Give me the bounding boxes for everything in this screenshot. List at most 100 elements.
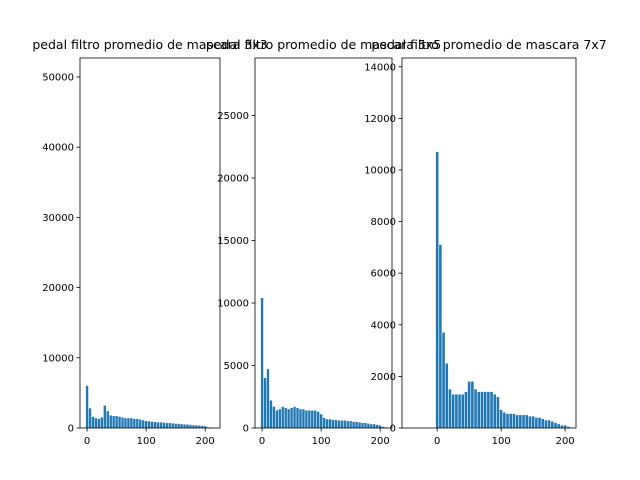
y-tick-label: 6000 <box>371 269 396 280</box>
bar <box>435 151 439 428</box>
bar <box>130 418 133 428</box>
bar <box>361 423 364 428</box>
bar <box>346 421 349 428</box>
bar <box>115 416 118 428</box>
axes-frame <box>79 57 221 429</box>
bar <box>150 421 154 428</box>
bar <box>493 394 497 428</box>
bar <box>471 381 474 428</box>
y-tick-label: 0 <box>390 424 396 435</box>
x-tick-label: 0 <box>259 436 265 447</box>
bar <box>538 417 541 428</box>
bar <box>109 415 112 428</box>
bar <box>162 422 166 428</box>
bar <box>503 412 506 428</box>
bar <box>547 420 551 428</box>
x-tick-label: 0 <box>434 436 440 447</box>
bar <box>487 391 490 428</box>
bar <box>183 424 186 428</box>
bar <box>88 408 92 428</box>
bar <box>112 416 115 428</box>
bar <box>299 409 302 428</box>
bar <box>165 423 169 428</box>
bar <box>483 391 487 428</box>
bar <box>174 423 177 428</box>
y-tick-label: 4000 <box>371 320 396 331</box>
bar <box>448 389 452 428</box>
bar <box>201 425 204 428</box>
y-tick-label: 10000 <box>364 165 396 176</box>
bar <box>379 425 382 428</box>
bar <box>314 410 317 428</box>
bar <box>272 406 276 428</box>
y-tick-label: 20000 <box>42 283 74 294</box>
bar <box>512 413 516 428</box>
bar <box>91 416 95 428</box>
bar <box>281 406 284 428</box>
bar <box>331 419 335 428</box>
bar <box>94 418 98 428</box>
bar <box>302 409 305 428</box>
y-tick-label: 15000 <box>217 236 249 247</box>
bar <box>458 394 461 428</box>
x-tick-label: 200 <box>371 436 390 447</box>
bar <box>343 420 346 428</box>
bar <box>127 418 130 428</box>
chart-title: pedal filtro promedio de mascara 5x5 <box>206 37 441 52</box>
bar <box>334 419 338 428</box>
bar <box>159 422 163 428</box>
bar <box>560 425 564 428</box>
bar <box>153 422 157 428</box>
bar <box>85 385 89 428</box>
y-tick-label: 50000 <box>42 72 74 83</box>
bar <box>142 420 145 428</box>
bar <box>474 389 477 428</box>
y-tick-label: 30000 <box>42 213 74 224</box>
bar <box>519 415 522 428</box>
y-tick-label: 14000 <box>364 62 396 73</box>
bar <box>554 422 557 428</box>
x-tick-label: 100 <box>312 436 331 447</box>
bar <box>358 422 361 428</box>
y-tick-label: 0 <box>243 424 249 435</box>
bar <box>528 416 532 428</box>
bar <box>337 420 341 428</box>
bar <box>266 369 270 428</box>
bar <box>563 425 567 428</box>
bar <box>370 424 373 428</box>
bar <box>177 423 180 428</box>
bar <box>121 417 124 428</box>
bar <box>439 244 442 428</box>
bar <box>204 426 207 428</box>
y-tick-label: 2000 <box>371 372 396 383</box>
bar <box>442 332 445 428</box>
bar <box>525 415 529 428</box>
bar <box>308 410 311 428</box>
bar <box>557 424 561 428</box>
bar <box>180 424 183 428</box>
bar <box>535 417 538 428</box>
bar <box>287 409 290 428</box>
bar <box>373 424 376 428</box>
bar <box>290 408 293 428</box>
bar <box>260 298 264 428</box>
bar <box>133 418 136 428</box>
bar <box>340 420 343 428</box>
bar <box>192 425 195 428</box>
bar <box>445 363 449 428</box>
bar <box>522 415 525 428</box>
bar <box>319 414 323 428</box>
bar <box>515 415 519 428</box>
x-tick-label: 100 <box>137 436 156 447</box>
bar <box>186 424 189 428</box>
bar <box>490 391 493 428</box>
bar <box>278 409 281 428</box>
bar <box>544 420 548 428</box>
bar <box>477 391 481 428</box>
x-tick-label: 0 <box>84 436 90 447</box>
bar <box>322 418 326 428</box>
bar <box>195 425 198 428</box>
bar <box>509 413 513 428</box>
